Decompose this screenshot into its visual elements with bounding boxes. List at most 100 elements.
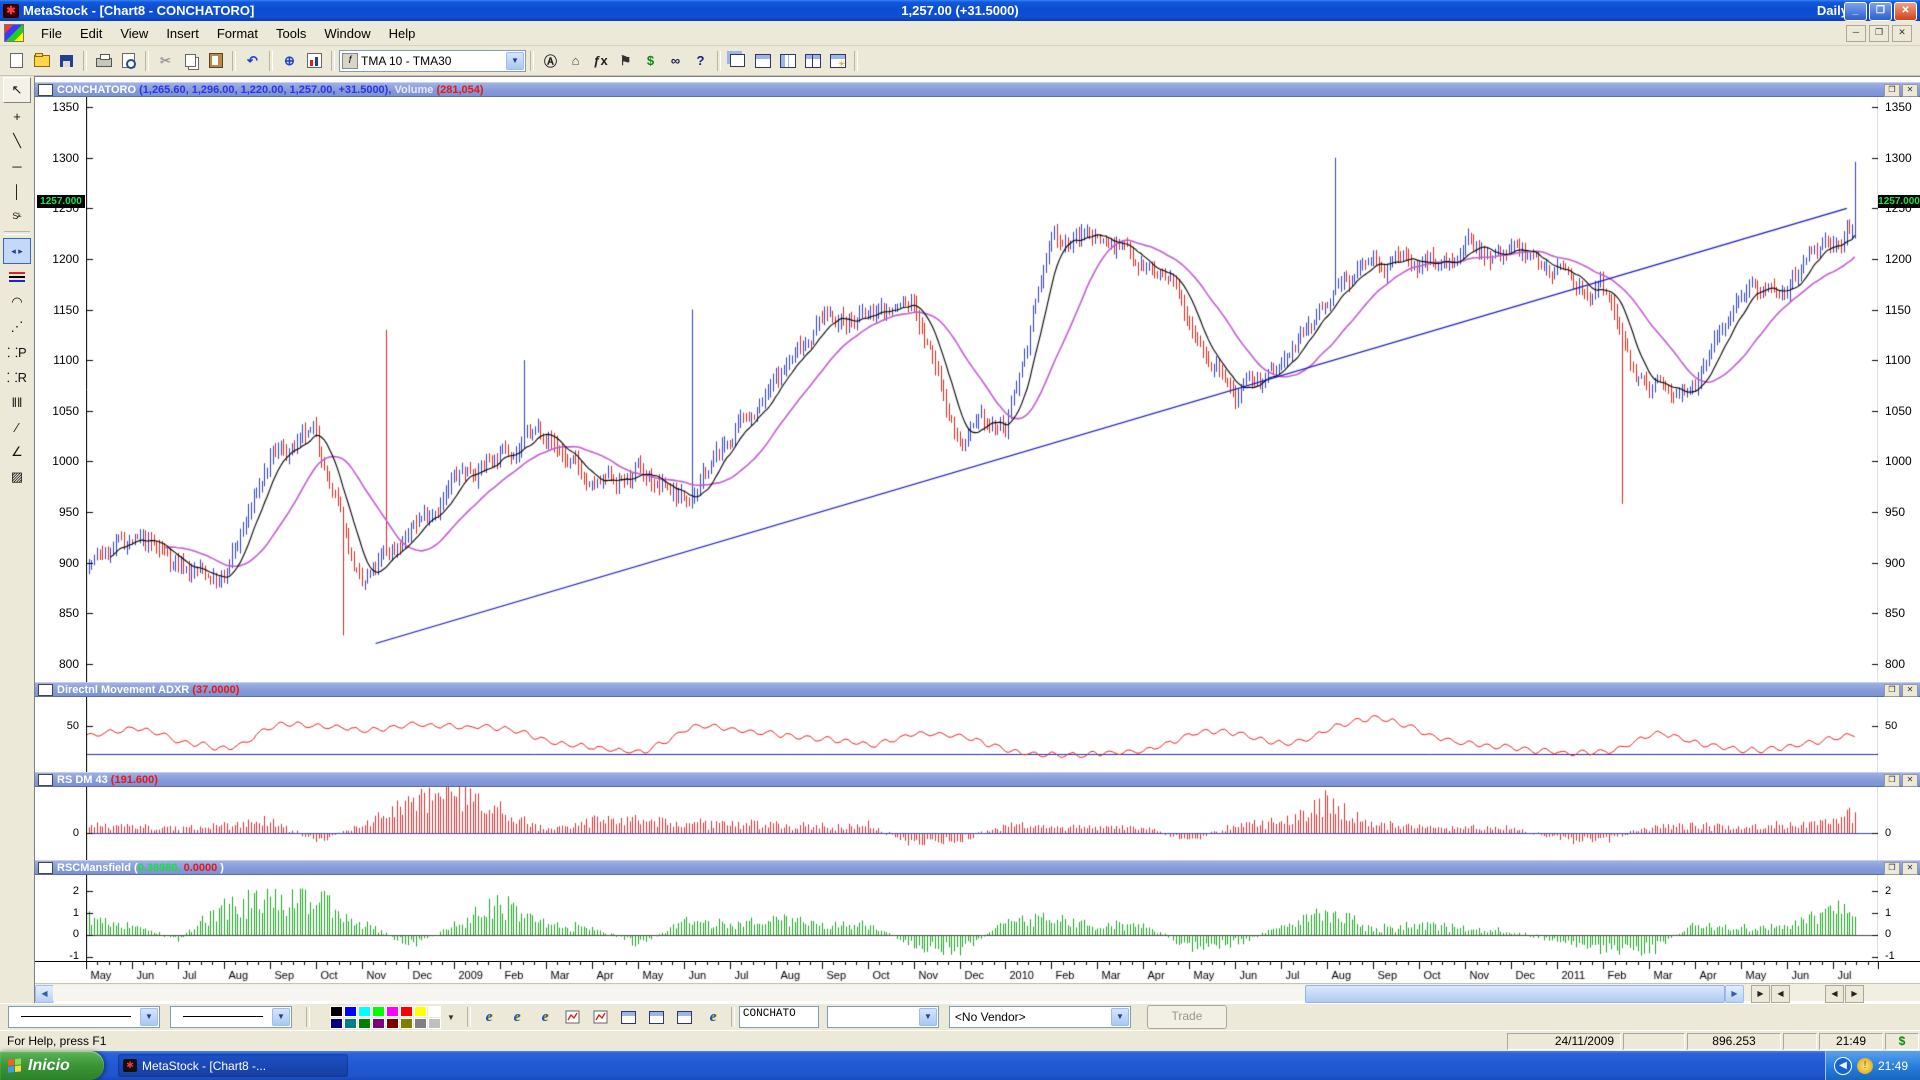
- color-swatch[interactable]: [358, 1017, 371, 1029]
- color-palette[interactable]: [328, 1003, 443, 1031]
- color-swatch[interactable]: [400, 1017, 413, 1029]
- scrollbar-thumb[interactable]: [1305, 985, 1725, 1003]
- save-icon[interactable]: [55, 50, 78, 72]
- line-styles-icon[interactable]: [4, 265, 30, 289]
- gann-fan-icon[interactable]: ∠: [11, 444, 23, 459]
- zoom-icon[interactable]: ⊕: [284, 52, 295, 68]
- layout-top-icon[interactable]: [617, 1006, 641, 1028]
- paste-icon[interactable]: [204, 50, 227, 72]
- vertical-line-tool-icon[interactable]: │: [12, 183, 22, 199]
- color-swatch[interactable]: [386, 1017, 399, 1029]
- undo-icon[interactable]: ↶: [247, 52, 258, 68]
- color-swatch[interactable]: [330, 1005, 343, 1017]
- open-icon[interactable]: [30, 50, 53, 72]
- panel-close-icon[interactable]: ✕: [1902, 684, 1918, 697]
- start-button[interactable]: Inicio: [0, 1051, 104, 1080]
- close-button[interactable]: ✕: [1894, 2, 1917, 21]
- page-start-button[interactable]: ◀: [1771, 985, 1790, 1003]
- tile-vertical-icon[interactable]: [776, 50, 799, 72]
- hide-icons-icon[interactable]: ◀: [1833, 1056, 1852, 1075]
- scroll-left-arrow[interactable]: ◀: [35, 985, 54, 1003]
- expert-advisor-icon[interactable]: Ⓐ: [543, 54, 557, 69]
- taskbar-item-metastock[interactable]: ✱ MetaStock - [Chart8 -...: [118, 1054, 348, 1077]
- chart-window-icon[interactable]: [4, 24, 24, 42]
- explorer-flag-icon[interactable]: ⚑: [619, 52, 632, 68]
- color-swatch[interactable]: [372, 1017, 385, 1029]
- panel-restore-icon[interactable]: ❐: [1884, 774, 1900, 787]
- page-prev-button[interactable]: ◀: [1825, 985, 1844, 1003]
- rsdm-panel-header[interactable]: RS DM 43 (191.600) ❐ ✕: [35, 772, 1920, 787]
- trend-tool-icon[interactable]: ∕: [15, 419, 19, 435]
- menu-item-file[interactable]: File: [41, 25, 62, 41]
- indicator-dropdown[interactable]: f TMA 10 - TMA30 ▼: [339, 49, 526, 72]
- panel-close-icon[interactable]: ✕: [1902, 774, 1918, 787]
- new-icon[interactable]: [5, 50, 28, 72]
- panel-close-icon[interactable]: ✕: [1902, 84, 1918, 97]
- explorer-icon[interactable]: e: [709, 1008, 717, 1025]
- chart-report-icon[interactable]: [561, 1006, 585, 1028]
- chart-report-icon[interactable]: [589, 1006, 613, 1028]
- expert-commentary-icon[interactable]: ⌂: [571, 53, 580, 68]
- menu-item-window[interactable]: Window: [324, 25, 371, 41]
- trendline-tool-icon[interactable]: ╲: [13, 133, 21, 148]
- price-panel-header[interactable]: CONCHATORO (1,265.60, 1,296.00, 1,220.00…: [35, 82, 1920, 97]
- symbol-dropdown[interactable]: ▼: [826, 1006, 939, 1028]
- minimize-button[interactable]: _: [1844, 2, 1867, 21]
- cut-icon[interactable]: ✂: [160, 52, 171, 68]
- color-swatch[interactable]: [344, 1017, 357, 1029]
- crosshair-tool-icon[interactable]: +: [13, 108, 21, 124]
- price-plot[interactable]: 1350 1300 1250 1200 1150 1100 1050 1000 950 900 85…: [35, 97, 1920, 682]
- palette-dropdown-icon[interactable]: ▼: [447, 1012, 455, 1022]
- trade-button[interactable]: Trade: [1146, 1005, 1227, 1029]
- color-swatch[interactable]: [344, 1005, 357, 1017]
- chevron-down-icon[interactable]: ▼: [272, 1008, 290, 1026]
- menu-item-format[interactable]: Format: [216, 25, 258, 41]
- cascade-windows-icon[interactable]: [726, 50, 749, 72]
- hatch-tool-icon[interactable]: ▨: [10, 469, 24, 484]
- context-help-icon[interactable]: ?: [696, 53, 705, 68]
- panel-restore-icon[interactable]: ❐: [1884, 684, 1900, 697]
- color-swatch[interactable]: [414, 1005, 427, 1017]
- menu-item-tools[interactable]: Tools: [276, 25, 307, 41]
- fibonacci-fan-icon[interactable]: ⋰: [10, 319, 24, 334]
- mdi-close-button[interactable]: ✕: [1892, 24, 1912, 42]
- fibonacci-timezones-icon[interactable]: ‖‖: [11, 394, 23, 410]
- color-swatch[interactable]: [428, 1005, 441, 1017]
- copy-icon[interactable]: [179, 50, 202, 72]
- fibonacci-arcs-icon[interactable]: ◠: [11, 294, 23, 309]
- mansfield-plot[interactable]: 2 1 0 -1 2 1 0 -1: [35, 875, 1920, 962]
- symbol-input[interactable]: CONCHATO: [738, 1006, 819, 1028]
- line-style-dropdown[interactable]: ▼: [8, 1006, 160, 1028]
- scroll-expand-icon[interactable]: ◂ ▸: [3, 238, 31, 264]
- color-swatch[interactable]: [372, 1005, 385, 1017]
- page-back-button[interactable]: ▶: [1751, 985, 1770, 1003]
- scroll-right-arrow[interactable]: ▶: [1725, 985, 1744, 1003]
- panel-close-icon[interactable]: ✕: [1902, 862, 1918, 875]
- panel-restore-icon[interactable]: ❐: [1884, 862, 1900, 875]
- security-shield-icon[interactable]: !: [1856, 1057, 1873, 1074]
- panel-restore-icon[interactable]: ❐: [1884, 84, 1900, 97]
- dollar-icon[interactable]: $: [646, 53, 655, 68]
- chart-wizard-icon[interactable]: [303, 50, 326, 72]
- rsdm-plot[interactable]: 0 0: [35, 787, 1920, 860]
- chevron-down-icon[interactable]: ▼: [1110, 1008, 1129, 1026]
- window-options-icon[interactable]: [826, 50, 849, 72]
- color-swatch[interactable]: [400, 1005, 413, 1017]
- arrange-windows-icon[interactable]: [801, 50, 824, 72]
- mdi-minimize-button[interactable]: ─: [1846, 24, 1866, 42]
- tile-horizontal-icon[interactable]: [751, 50, 774, 72]
- chevron-down-icon[interactable]: ▼: [140, 1008, 158, 1026]
- vendor-dropdown[interactable]: <No Vendor> ▼: [948, 1006, 1131, 1028]
- horizontal-line-tool-icon[interactable]: ─: [12, 158, 22, 174]
- color-swatch[interactable]: [414, 1017, 427, 1029]
- menu-item-help[interactable]: Help: [388, 25, 416, 41]
- color-swatch[interactable]: [330, 1017, 343, 1029]
- restore-button[interactable]: ❐: [1869, 2, 1892, 21]
- color-swatch[interactable]: [428, 1017, 441, 1029]
- binoculars-icon[interactable]: ∞: [670, 53, 681, 68]
- line-weight-dropdown[interactable]: ▼: [170, 1006, 292, 1028]
- menu-item-edit[interactable]: Edit: [79, 25, 103, 41]
- print-preview-icon[interactable]: [117, 50, 140, 72]
- mdi-restore-button[interactable]: ❐: [1869, 24, 1889, 42]
- adxr-panel-header[interactable]: Directnl Movement ADXR (37.0000) ❐ ✕: [35, 682, 1920, 697]
